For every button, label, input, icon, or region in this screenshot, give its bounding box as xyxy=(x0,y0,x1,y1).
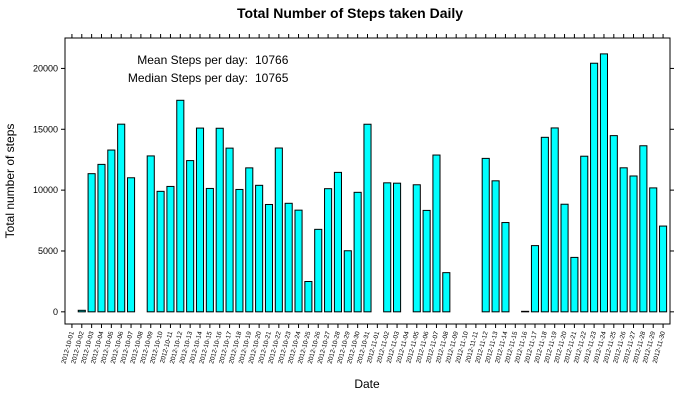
mean-value: 10766 xyxy=(255,53,289,67)
bar-2012-10-22 xyxy=(274,147,283,313)
bar-2012-11-28 xyxy=(639,145,648,313)
y-tick-label-15000: 15000 xyxy=(33,124,58,134)
bar-2012-11-30 xyxy=(659,225,668,313)
bar-2012-10-27 xyxy=(324,188,333,313)
bar-2012-11-22 xyxy=(580,155,589,313)
bar-2012-11-06 xyxy=(422,209,431,313)
bar-2012-10-09 xyxy=(146,155,155,313)
bar-2012-10-12 xyxy=(176,99,185,313)
bar-2012-11-25 xyxy=(609,135,618,313)
bar-2012-10-31 xyxy=(363,123,372,313)
bar-2012-10-05 xyxy=(107,149,116,313)
bar-2012-10-06 xyxy=(117,123,126,313)
bar-2012-10-07 xyxy=(126,177,136,313)
bar-2012-10-02 xyxy=(77,309,86,313)
bar-2012-10-04 xyxy=(97,163,106,313)
y-tick-label-0: 0 xyxy=(53,307,58,317)
bar-2012-10-25 xyxy=(304,281,313,313)
plot-area xyxy=(64,37,671,325)
bar-2012-10-23 xyxy=(284,202,293,313)
bar-2012-10-28 xyxy=(333,171,342,313)
bar-2012-10-15 xyxy=(205,187,214,313)
bar-2012-10-13 xyxy=(186,160,195,313)
bar-2012-10-21 xyxy=(264,203,274,313)
y-tick-label-20000: 20000 xyxy=(33,63,58,73)
bar-2012-10-10 xyxy=(156,190,165,313)
annotations: Mean Steps per day: 10766 Median Steps p… xyxy=(128,53,289,85)
bar-2012-10-16 xyxy=(215,127,224,313)
bar-2012-11-12 xyxy=(481,157,490,313)
bar-2012-10-24 xyxy=(294,209,303,313)
bar-2012-10-14 xyxy=(195,127,205,313)
bar-2012-10-19 xyxy=(245,167,254,313)
bar-2012-11-17 xyxy=(530,245,540,313)
bar-2012-11-24 xyxy=(599,53,608,313)
bar-2012-10-17 xyxy=(225,147,234,313)
bars-group xyxy=(77,53,668,313)
bar-2012-11-14 xyxy=(501,222,510,313)
bar-2012-11-19 xyxy=(550,127,559,313)
bar-2012-11-13 xyxy=(491,180,500,313)
y-axis-label: Total number of steps xyxy=(3,124,17,239)
chart-title: Total Number of Steps taken Daily xyxy=(237,5,463,21)
mean-label: Mean Steps per day: xyxy=(137,53,248,67)
bar-2012-11-16 xyxy=(521,310,530,313)
bar-2012-11-03 xyxy=(393,182,402,313)
x-axis-label: Date xyxy=(354,377,380,391)
bar-2012-10-20 xyxy=(255,184,264,313)
bar-2012-11-26 xyxy=(619,167,628,313)
bar-2012-11-27 xyxy=(629,175,638,313)
bar-2012-11-29 xyxy=(649,187,658,313)
bar-2012-11-20 xyxy=(560,203,569,313)
bar-2012-11-08 xyxy=(442,272,451,313)
bar-2012-11-07 xyxy=(432,154,441,313)
y-axis: 0 5000 10000 15000 20000 xyxy=(33,63,674,317)
bar-2012-11-05 xyxy=(412,184,421,313)
median-label: Median Steps per day: xyxy=(128,71,248,85)
y-tick-label-10000: 10000 xyxy=(33,185,58,195)
bar-2012-10-29 xyxy=(343,250,352,313)
bar-2012-11-18 xyxy=(540,136,549,313)
bar-2012-11-21 xyxy=(570,256,579,313)
bar-2012-10-18 xyxy=(235,188,244,313)
bar-2012-10-30 xyxy=(353,191,362,313)
bar-2012-11-23 xyxy=(590,62,599,313)
bar-2012-10-11 xyxy=(166,185,175,313)
bar-2012-10-26 xyxy=(314,228,323,313)
median-value: 10765 xyxy=(255,71,289,85)
y-tick-label-5000: 5000 xyxy=(38,246,58,256)
bar-2012-11-02 xyxy=(383,182,392,313)
bar-2012-10-03 xyxy=(87,173,96,313)
